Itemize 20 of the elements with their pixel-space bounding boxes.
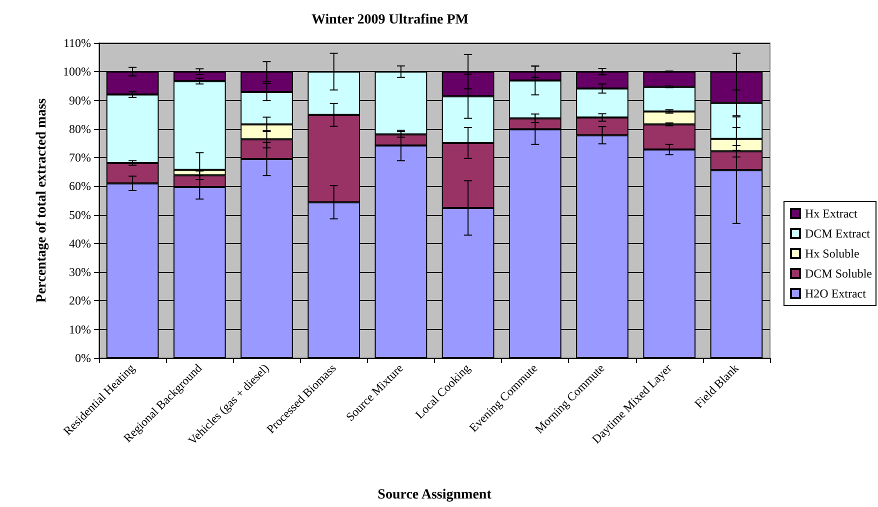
chart-title: Winter 2009 Ultrafine PM — [312, 12, 468, 28]
x-axis-title: Source Assignment — [378, 488, 492, 502]
y-tick-label: 110% — [63, 36, 91, 50]
y-tick-label: 70% — [69, 150, 91, 165]
y-tick-label: 20% — [69, 294, 91, 308]
y-tick-label: 50% — [69, 208, 91, 222]
legend-label: H2O Extract — [804, 286, 867, 300]
y-tick-label: 10% — [69, 322, 91, 336]
legend-label: DCM Extract — [804, 226, 871, 240]
y-tick-label: 30% — [69, 265, 91, 280]
y-axis-title: Percentage of total extracted mass — [34, 98, 50, 303]
y-tick-label: 0% — [75, 351, 91, 365]
legend-label: Hx Soluble — [804, 246, 860, 260]
y-tick-label: 40% — [69, 236, 91, 250]
y-tick-label: 60% — [69, 179, 91, 194]
y-tick-label: 90% — [69, 93, 91, 108]
y-tick-label: 80% — [69, 122, 91, 136]
legend-label: Hx Extract — [804, 206, 858, 220]
legend-label: DCM Soluble — [804, 266, 872, 280]
y-tick-label: 100% — [63, 64, 91, 79]
